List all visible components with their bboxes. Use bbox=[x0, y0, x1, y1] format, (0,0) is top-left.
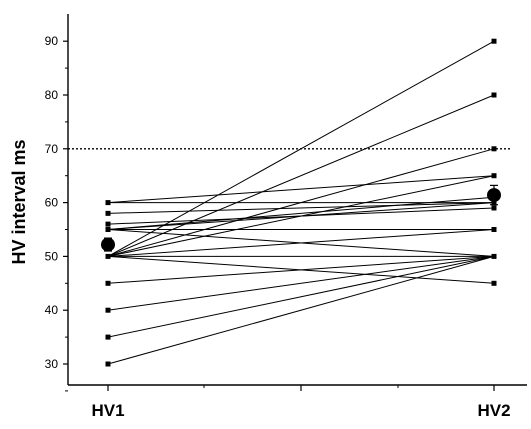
series-line bbox=[107, 175, 495, 204]
series-line bbox=[107, 202, 495, 214]
data-point bbox=[491, 253, 497, 259]
series-line bbox=[107, 175, 495, 257]
y-tick-label: 50 bbox=[45, 249, 59, 263]
plot-area: 30 40 50 60 70 80 90 bbox=[45, 14, 527, 392]
data-point bbox=[491, 173, 497, 179]
mean-marker bbox=[101, 237, 115, 252]
data-point bbox=[491, 146, 497, 152]
x-category-label-hv2: HV2 bbox=[477, 401, 510, 420]
series-line bbox=[107, 255, 495, 311]
series-line bbox=[107, 255, 495, 284]
data-point bbox=[491, 92, 497, 98]
series-line bbox=[107, 229, 495, 257]
series-line bbox=[107, 255, 495, 365]
data-point bbox=[105, 334, 111, 340]
series-line bbox=[107, 255, 495, 338]
mean-marker bbox=[487, 188, 501, 203]
series-line bbox=[107, 196, 495, 230]
x-category-label-hv1: HV1 bbox=[91, 401, 124, 420]
x-ticks bbox=[107, 385, 495, 391]
y-tick-label: 30 bbox=[45, 357, 59, 371]
y-tick-label: 70 bbox=[45, 142, 59, 156]
mean-markers bbox=[101, 184, 501, 252]
data-point bbox=[491, 280, 497, 286]
y-tick-label: 40 bbox=[45, 303, 59, 317]
data-point bbox=[105, 210, 111, 216]
y-tick-label: 80 bbox=[45, 88, 59, 102]
y-axis-title: HV interval ms bbox=[9, 139, 29, 264]
y-tick-label: 90 bbox=[45, 34, 59, 48]
data-point bbox=[105, 221, 111, 227]
data-point bbox=[491, 227, 497, 232]
data-point bbox=[105, 227, 111, 232]
data-point bbox=[105, 280, 111, 286]
series-lines bbox=[107, 40, 495, 365]
series-line bbox=[107, 148, 495, 257]
data-point bbox=[491, 38, 497, 44]
series-line bbox=[107, 40, 495, 257]
series-line bbox=[107, 94, 495, 257]
data-point bbox=[105, 361, 111, 367]
data-point bbox=[105, 253, 111, 259]
data-point bbox=[491, 205, 497, 211]
y-tick-label: 60 bbox=[45, 196, 59, 210]
data-point bbox=[105, 200, 111, 206]
data-point bbox=[105, 307, 111, 313]
y-ticks: 30 40 50 60 70 80 90 bbox=[45, 34, 68, 392]
